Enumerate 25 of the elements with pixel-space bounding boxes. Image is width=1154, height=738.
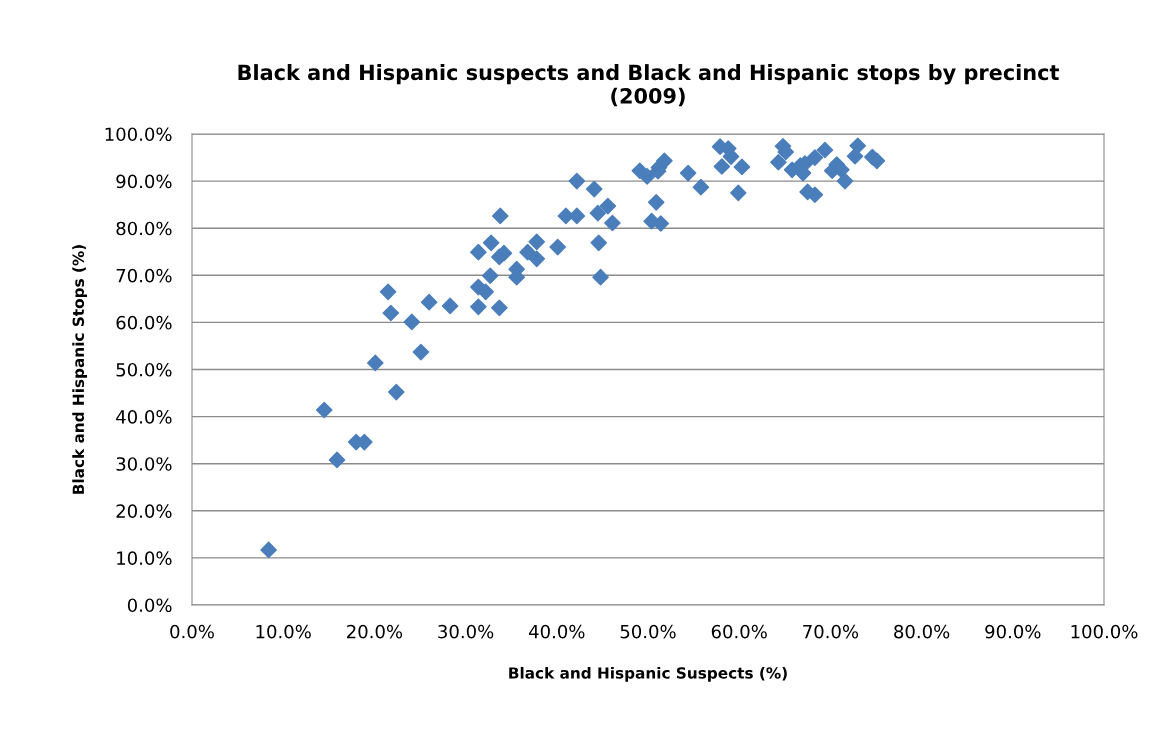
x-tick-label: 50.0% [620, 624, 676, 639]
y-tick-label: 10.0% [117, 551, 172, 566]
y-tick-label: 80.0% [116, 221, 172, 236]
x-tick-label: 90.0% [985, 624, 1041, 639]
y-tick-label: 90.0% [116, 174, 172, 189]
x-tick-label: 100.0% [1071, 624, 1138, 639]
x-tick-label: 0.0% [170, 624, 214, 639]
y-tick-label: 20.0% [116, 504, 172, 518]
x-tick-label: 70.0% [803, 624, 859, 639]
x-tick-label: 20.0% [347, 624, 403, 639]
y-axis-title: Black and Hispanic Stops (%) [72, 245, 88, 494]
x-tick-label: 60.0% [711, 624, 767, 639]
chart-title: Black and Hispanic suspects and Black and Hispanic stops by precinct (2009) [238, 64, 1059, 107]
y-tick-label: 0.0% [127, 598, 172, 613]
x-tick-label: 80.0% [894, 624, 950, 639]
y-tick-label: 30.0% [116, 457, 172, 471]
y-tick-label: 100.0% [105, 127, 172, 142]
x-tick-label: 40.0% [529, 624, 585, 639]
y-tick-label: 60.0% [116, 315, 172, 330]
x-tick-label: 30.0% [438, 624, 494, 639]
y-tick-label: 40.0% [116, 410, 172, 424]
x-tick-label: 10.0% [256, 624, 311, 639]
y-tick-label: 50.0% [116, 362, 172, 377]
y-tick-label: 70.0% [116, 268, 172, 283]
x-axis-title: Black and Hispanic Suspects (%) [509, 666, 787, 682]
